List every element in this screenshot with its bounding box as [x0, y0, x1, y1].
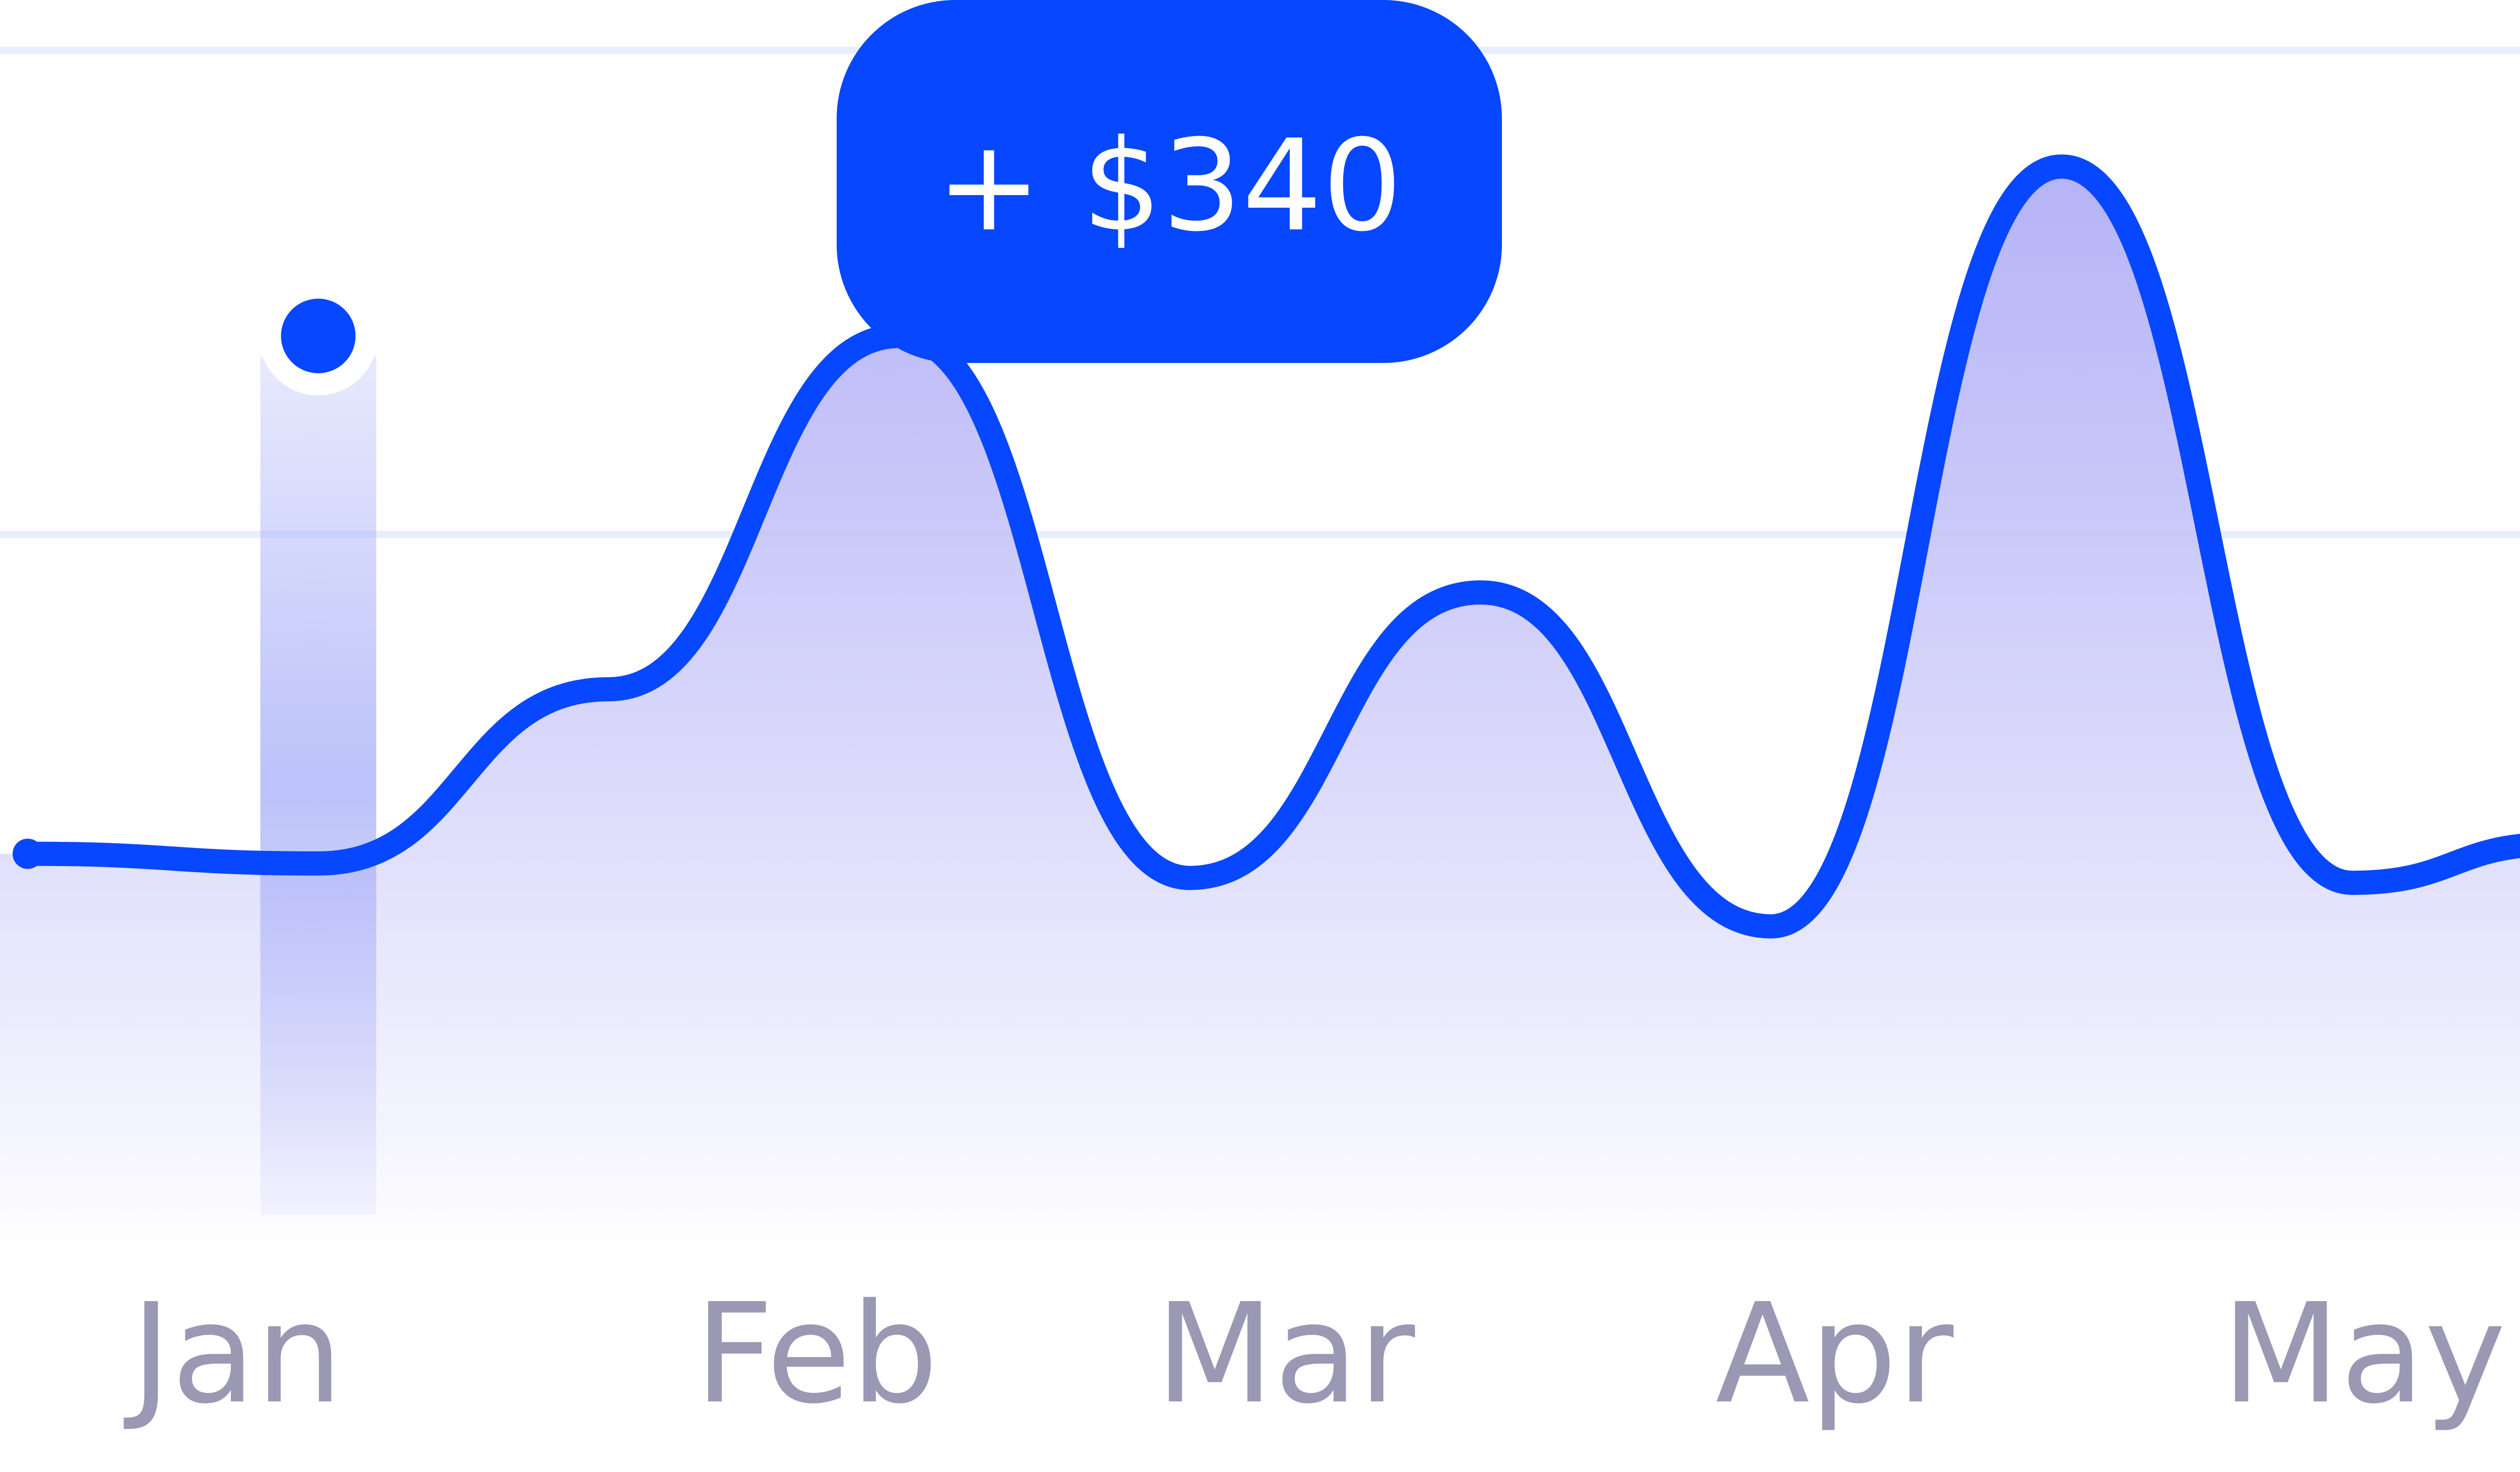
tooltip-value: + $340 — [936, 112, 1402, 259]
highlight-point[interactable] — [281, 298, 356, 374]
tooltip-background — [837, 0, 1502, 363]
highlight-band — [260, 356, 376, 1215]
x-axis-label-feb: Feb — [695, 1274, 938, 1434]
x-axis-label-apr: Apr — [1716, 1274, 1955, 1434]
area-fill — [0, 166, 2520, 1260]
x-axis-label-jan: Jan — [122, 1274, 343, 1434]
line-start-point — [13, 838, 43, 869]
series-line — [16, 154, 2520, 939]
x-axis-labels: Jan Feb Mar Apr May — [122, 1274, 2506, 1434]
x-axis-label-may: May — [2222, 1274, 2506, 1434]
value-tooltip: + $340 — [837, 0, 1502, 363]
x-axis-label-mar: Mar — [1155, 1274, 1416, 1434]
